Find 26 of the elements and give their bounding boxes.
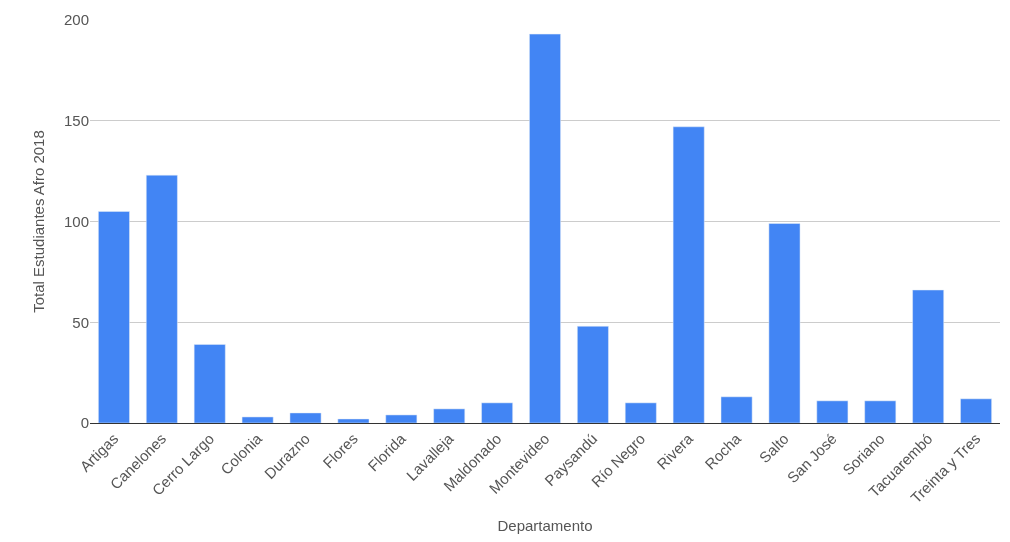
bar xyxy=(768,223,801,423)
bar xyxy=(98,211,130,423)
x-axis-title: Departamento xyxy=(497,517,593,535)
y-tick-label: 150 xyxy=(63,112,89,129)
y-tick-label: 50 xyxy=(72,313,89,331)
bar xyxy=(385,414,418,423)
bar xyxy=(146,174,178,423)
bar xyxy=(481,402,513,423)
bar xyxy=(577,326,609,423)
bar xyxy=(816,400,849,423)
bar xyxy=(720,396,753,423)
bar xyxy=(960,398,992,423)
bar xyxy=(624,402,657,423)
y-tick-label: 100 xyxy=(63,212,89,230)
bar xyxy=(912,289,944,423)
bar xyxy=(337,418,370,423)
y-tick-label: 0 xyxy=(80,414,89,432)
bar xyxy=(864,400,897,423)
bar xyxy=(529,33,561,423)
bar xyxy=(672,126,705,423)
y-axis-title: Total Estudiantes Afro 2018 xyxy=(30,130,48,313)
bar xyxy=(433,408,466,423)
y-tick-label: 200 xyxy=(63,11,89,29)
bar xyxy=(241,416,274,423)
bar xyxy=(193,344,226,423)
bar xyxy=(289,412,322,423)
